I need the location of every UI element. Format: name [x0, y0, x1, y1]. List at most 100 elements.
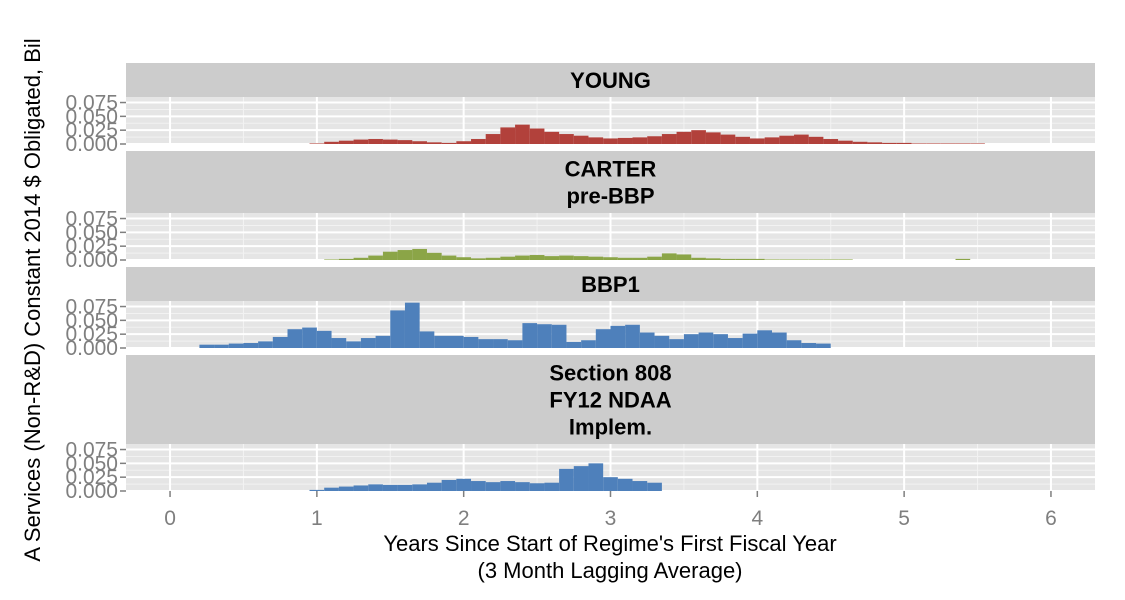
histogram-bar	[500, 481, 516, 491]
histogram-bar	[838, 259, 853, 260]
facet-strip	[126, 355, 1095, 444]
histogram-bar	[515, 482, 530, 491]
y-tick-label: 0.025	[65, 119, 118, 142]
histogram-bar	[720, 258, 736, 260]
histogram-bar	[713, 334, 728, 348]
histogram-bar	[603, 257, 618, 260]
histogram-bar	[816, 343, 831, 348]
histogram-bar	[603, 477, 618, 491]
histogram-bar	[610, 325, 626, 348]
histogram-bar	[940, 143, 956, 144]
histogram-bar	[471, 258, 486, 260]
x-tick-label: 1	[311, 507, 323, 530]
histogram-bar	[647, 482, 662, 491]
histogram-bar	[302, 327, 317, 348]
y-tick-label: 0.000	[65, 133, 118, 156]
histogram-bar	[896, 142, 912, 144]
histogram-bar	[588, 256, 604, 260]
histogram-bar	[316, 330, 332, 348]
facet-strip	[126, 63, 1095, 97]
facet-strip-label: BBP1	[581, 272, 640, 297]
histogram-bar	[493, 339, 508, 348]
y-tick-label: 0.075	[65, 439, 118, 462]
histogram-bar	[382, 484, 398, 491]
histogram-bar	[353, 139, 369, 144]
histogram-bar	[779, 135, 795, 144]
panels-layer: YOUNG0.0000.0250.0500.075CARTERpre-BBP0.…	[65, 63, 1095, 503]
histogram-bar	[617, 257, 633, 260]
histogram-bar	[742, 333, 758, 348]
histogram-bar	[522, 323, 538, 348]
histogram-bar	[441, 479, 457, 491]
histogram-bar	[287, 329, 303, 348]
histogram-bar	[412, 248, 427, 260]
histogram-bar	[199, 344, 215, 348]
histogram-bar	[515, 255, 530, 260]
histogram-bar	[390, 310, 405, 348]
histogram-bar	[772, 332, 787, 348]
histogram-bar	[309, 489, 325, 491]
y-tick-label: 0.025	[65, 323, 118, 346]
histogram-bar	[529, 255, 545, 260]
histogram-bar	[823, 139, 839, 144]
histogram-bar	[801, 343, 817, 348]
facet-strip	[126, 267, 1095, 301]
histogram-bar	[647, 136, 662, 144]
histogram-bar	[456, 257, 472, 260]
histogram-bar	[970, 143, 985, 144]
histogram-bar	[794, 259, 809, 260]
histogram-bar	[324, 141, 339, 144]
histogram-bar	[838, 140, 853, 144]
histogram-bar	[434, 335, 449, 348]
y-tick-label: 0.050	[65, 221, 118, 244]
facet-strip-label: YOUNG	[570, 68, 651, 93]
histogram-bar	[705, 258, 721, 260]
histogram-bar	[603, 138, 618, 144]
facet-strip-label: pre-BBP	[566, 184, 654, 209]
y-tick-label: 0.025	[65, 235, 118, 258]
histogram-bar	[360, 338, 376, 348]
histogram-bar	[794, 134, 809, 144]
facet-strip-label: CARTER	[565, 157, 657, 182]
histogram-bar	[426, 142, 442, 144]
histogram-bar	[617, 478, 633, 491]
histogram-bar	[478, 339, 494, 348]
histogram-bar	[456, 478, 472, 491]
histogram-bar	[441, 255, 457, 260]
histogram-bar	[581, 340, 596, 348]
histogram-bar	[661, 253, 677, 260]
histogram-bar	[412, 141, 427, 144]
histogram-bar	[485, 257, 501, 260]
histogram-bar	[353, 485, 369, 491]
histogram-bar	[926, 143, 941, 144]
histogram-bar	[735, 136, 750, 144]
y-tick-label: 0.050	[65, 452, 118, 475]
histogram-bar	[368, 139, 383, 144]
x-axis-title: Years Since Start of Regime's First Fisc…	[383, 531, 836, 556]
histogram-bar	[397, 140, 413, 144]
histogram-bar	[375, 335, 391, 348]
y-tick-label: 0.050	[65, 105, 118, 128]
histogram-bar	[764, 137, 780, 144]
x-tick-label: 5	[898, 507, 910, 530]
histogram-bar	[258, 341, 273, 348]
histogram-bar	[749, 138, 765, 144]
histogram-bar	[500, 127, 516, 144]
histogram-bar	[529, 483, 545, 491]
histogram-bar	[338, 486, 354, 491]
histogram-bar	[955, 143, 971, 144]
x-tick-label: 3	[605, 507, 617, 530]
histogram-bar	[779, 259, 795, 260]
histogram-bar	[764, 259, 780, 260]
histogram-bar	[544, 256, 560, 260]
y-tick-label: 0.000	[65, 249, 118, 272]
histogram-bar	[324, 487, 339, 491]
histogram-bar	[456, 141, 472, 144]
histogram-bar	[471, 481, 486, 491]
histogram-bar	[485, 134, 501, 144]
histogram-bar	[368, 484, 383, 491]
y-axis-title: A Services (Non-R&D) Constant 2014 $ Obl…	[20, 38, 45, 561]
y-tick-label: 0.025	[65, 466, 118, 489]
